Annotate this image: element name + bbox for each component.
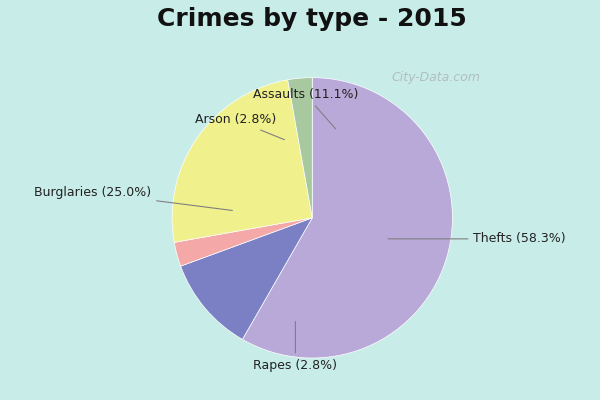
Text: Assaults (11.1%): Assaults (11.1%) <box>253 88 358 129</box>
Wedge shape <box>174 218 312 266</box>
Wedge shape <box>172 80 312 242</box>
Title: Crimes by type - 2015: Crimes by type - 2015 <box>157 7 467 31</box>
Wedge shape <box>181 218 312 339</box>
Text: Rapes (2.8%): Rapes (2.8%) <box>253 322 337 372</box>
Text: Arson (2.8%): Arson (2.8%) <box>194 113 284 140</box>
Wedge shape <box>242 78 452 358</box>
Text: Burglaries (25.0%): Burglaries (25.0%) <box>34 186 232 210</box>
Text: City-Data.com: City-Data.com <box>392 71 481 84</box>
Wedge shape <box>288 78 312 218</box>
Text: Thefts (58.3%): Thefts (58.3%) <box>388 232 566 245</box>
